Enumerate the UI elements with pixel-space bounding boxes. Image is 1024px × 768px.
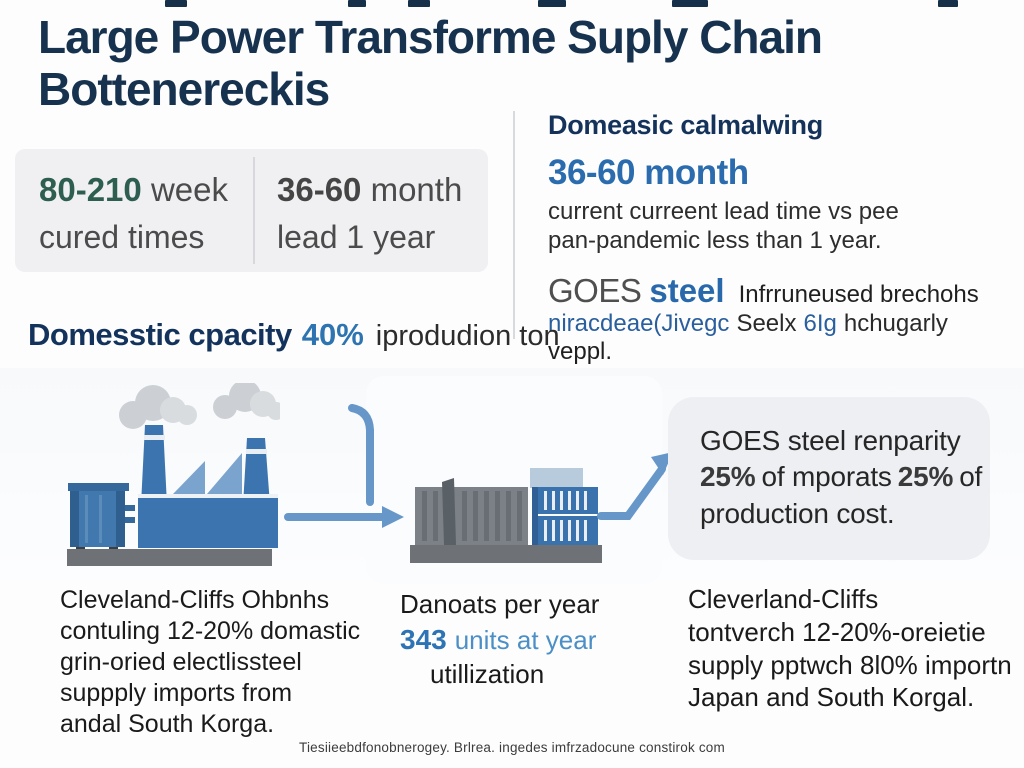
lead-time-months: 36-60 month lead 1 year [277, 171, 462, 256]
top-mark [672, 0, 708, 7]
callout-line-1: GOES steel renparity [700, 425, 961, 456]
chimneys [141, 425, 270, 505]
goes-line-2: niracdeae(Jivegc Seelx 6Ig hchugarly [548, 310, 1018, 339]
transformer-icon [68, 483, 135, 553]
callout-text-1: of mporats [761, 461, 892, 493]
port-note-line-3: utillization [430, 659, 545, 690]
top-mark [538, 0, 566, 7]
goes-steel-label: steel [649, 271, 725, 309]
flow-arrows [284, 404, 673, 528]
containers-icon [410, 468, 602, 563]
containers-base [410, 545, 602, 563]
capacity-value: 40% [301, 317, 364, 352]
right-arrowhead [382, 506, 404, 528]
top-mark [408, 0, 430, 7]
footer-caption: Tiesiieebdfonobnerogey. Brlrea. ingedes … [299, 740, 725, 755]
smoke-clouds-icon [119, 383, 280, 429]
domestic-body-line-1: current curreent lead time vs pee [548, 198, 899, 225]
months-caption: lead 1 year [277, 219, 436, 255]
factory-note: Cleveland-Cliffs Ohbnhs contuling 12-20%… [60, 585, 360, 740]
goes-line2-blue: niracdeae(Jivegc [548, 309, 730, 337]
domestic-body: current curreent lead time vs pee pan-pa… [548, 197, 1018, 256]
import-note-line: tontverch 12-20%-oreietie [688, 616, 986, 647]
container-lid [530, 468, 583, 488]
capacity-label: Domesstic cpacity [28, 317, 292, 352]
callout-pct-1: 25% [700, 461, 756, 493]
import-note-line: supply pptwch 8l0% importn [688, 649, 1012, 680]
months-unit: month [370, 171, 463, 208]
blue-containers [532, 487, 598, 545]
goes-line2-blue2: 6Ig [803, 309, 837, 337]
domestic-panel: Domeasic calmalwing 36-60 month current … [548, 110, 1018, 367]
title-line-2: Bottenereckis [38, 62, 330, 115]
card-divider [253, 157, 255, 264]
domestic-heading: Domeasic calmalwing [548, 110, 823, 140]
import-note-line: Japan and South Korgal. [688, 682, 975, 713]
port-note-value: 343 [400, 623, 447, 655]
factory-note-line: contuling 12-20% domastic [60, 617, 361, 645]
callout-pct-2: 25% [897, 461, 954, 493]
callout-line-2: 25% of mporats 25% of [700, 459, 990, 495]
lead-time-card: 80-210 week cured times 36-60 month lead… [15, 149, 488, 272]
import-note: Cleverland-Cliffs tontverch 12-20%-oreie… [688, 583, 1012, 714]
port-note-line-2: 343 units at year [400, 622, 599, 658]
port-note-line-1: Danoats per year [400, 589, 600, 619]
months-value: 36-60 [277, 171, 362, 208]
page-title: Large Power Transforme Suply Chain Botte… [38, 11, 823, 115]
weeks-caption: cured times [39, 219, 205, 255]
top-mark [938, 0, 958, 7]
elbow-arrow-icon [348, 404, 374, 506]
capacity-suffix: iprodudion ton [375, 320, 560, 352]
gray-container [415, 478, 528, 545]
callout-line-3: production cost. [700, 497, 895, 529]
factory-note-line: Cleveland-Cliffs Ohbnhs [60, 586, 330, 614]
goes-paragraph: GOES steel Infrruneused brechohs niracdeae… [548, 272, 1018, 368]
factory-note-line: suppply imports from [60, 679, 293, 707]
column-divider [513, 111, 515, 339]
factory-note-line: grin-oried electlissteel [60, 648, 302, 676]
title-line-1: Large Power Transforme Suply Chain [38, 11, 823, 63]
zigzag-arrowhead [651, 452, 673, 475]
goes-inline-text: Infrruneused brechohs [738, 280, 979, 308]
goes-callout: GOES steel renparity 25% of mporats 25% of … [668, 397, 990, 560]
factory-icon [67, 383, 280, 566]
port-note: Danoats per year 343 units at year utilli… [400, 588, 599, 692]
top-mark [165, 0, 187, 7]
goes-label: GOES [548, 271, 642, 309]
goes-line2-dark: Seelx [736, 309, 797, 337]
zigzag-arrow-icon [597, 465, 666, 520]
domestic-body-line-2: pan-pandemic less than 1 year. [548, 227, 882, 255]
port-note-value-suffix: units at year [454, 624, 597, 655]
roof-triangles [173, 453, 242, 494]
goes-line2-dark2: hchugarly [843, 309, 948, 337]
factory-base [67, 549, 272, 566]
goes-line-3: veppl. [548, 338, 613, 366]
weeks-unit: week [150, 171, 228, 208]
domestic-stat: 36-60 month [548, 153, 749, 192]
capacity-line: Domesstic cpacity 40% iprodudion ton [28, 317, 560, 353]
factory-note-line: andal South Korga. [60, 710, 275, 738]
top-mark [348, 0, 366, 7]
weeks-value: 80-210 [39, 171, 142, 208]
import-note-line: Cleverland-Cliffs [688, 584, 879, 614]
callout-text-2: of [959, 461, 983, 493]
lead-time-weeks: 80-210 week cured times [39, 171, 228, 256]
